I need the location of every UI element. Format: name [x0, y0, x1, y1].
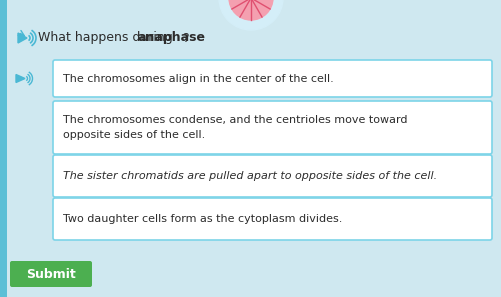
- Text: Submit: Submit: [26, 268, 76, 280]
- Text: anaphase: anaphase: [138, 31, 205, 45]
- FancyBboxPatch shape: [53, 101, 491, 154]
- Polygon shape: [16, 75, 25, 83]
- Text: The sister chromatids are pulled apart to opposite sides of the cell.: The sister chromatids are pulled apart t…: [63, 171, 436, 181]
- Text: The chromosomes condense, and the centrioles move toward
opposite sides of the c: The chromosomes condense, and the centri…: [63, 116, 407, 140]
- FancyBboxPatch shape: [53, 155, 491, 197]
- Text: What happens during: What happens during: [38, 31, 176, 45]
- Circle shape: [228, 0, 273, 20]
- Text: The chromosomes align in the center of the cell.: The chromosomes align in the center of t…: [63, 73, 333, 83]
- FancyBboxPatch shape: [53, 198, 491, 240]
- Polygon shape: [18, 33, 27, 43]
- FancyBboxPatch shape: [10, 261, 92, 287]
- Bar: [0, 0, 7, 297]
- Text: Two daughter cells form as the cytoplasm divides.: Two daughter cells form as the cytoplasm…: [63, 214, 342, 224]
- Circle shape: [218, 0, 283, 30]
- Text: ?: ?: [182, 31, 188, 45]
- FancyBboxPatch shape: [53, 60, 491, 97]
